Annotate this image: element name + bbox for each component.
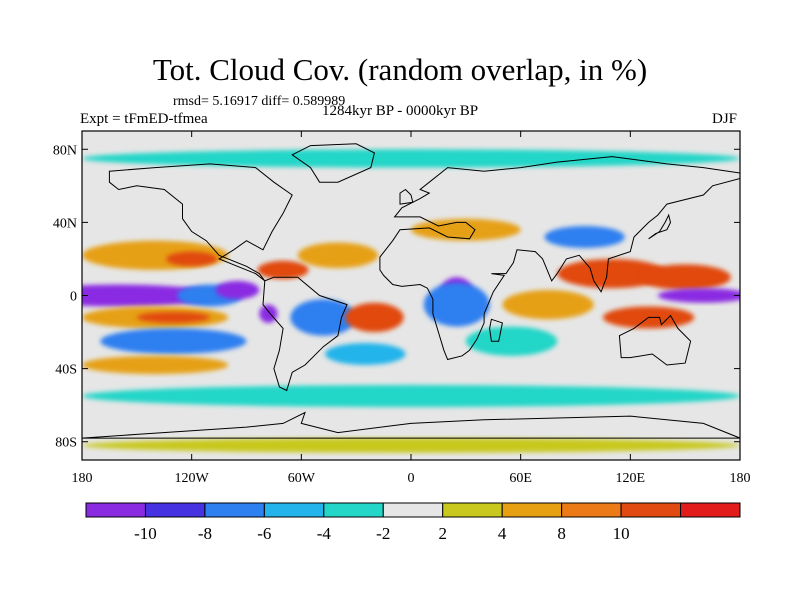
y-tick-label: 80N: [53, 143, 77, 158]
stats-text: rmsd= 5.16917 diff= 0.589989: [173, 94, 346, 109]
anomaly-region-asia-red: [557, 258, 667, 289]
anomaly-region-africa-blue: [423, 282, 490, 327]
colorbar-label: 10: [613, 524, 630, 543]
anomaly-region-n-atlantic-orange: [297, 242, 379, 269]
x-tick-label: 120W: [175, 471, 210, 486]
coastline-africa-eurasia: [379, 156, 740, 361]
anomaly-region-peru-negative: [259, 304, 278, 323]
anomaly-region-caribbean-red: [257, 260, 309, 280]
season-label: DJF: [712, 111, 738, 127]
coastline-australia: [618, 314, 692, 366]
coastline-antarctica: [82, 411, 740, 439]
colorbar-label: -10: [134, 524, 157, 543]
anomaly-region-s-ocean-teal: [82, 385, 740, 407]
anomaly-region-s-atlantic-red: [345, 302, 404, 333]
colorbar-swatch: [620, 502, 682, 518]
axis-ticks: 180 120W 60W 0 60E 120E 180 80N 40N 0 40S 80S: [53, 131, 751, 486]
anomaly-region-s-atlantic-blue: [325, 343, 406, 365]
anomaly-region-china-blue: [544, 226, 625, 248]
colorbar-swatch: [204, 502, 265, 518]
x-tick-label: 0: [408, 471, 415, 486]
y-tick-label: 0: [70, 290, 77, 305]
colorbar-swatch: [442, 502, 503, 518]
colorbar-label: -2: [376, 524, 390, 543]
coastline-japan: [648, 213, 672, 240]
anomaly-region-s-pacific-blue-band: [100, 328, 247, 354]
colorbar-swatch: [501, 502, 563, 518]
colorbar-label: 8: [557, 524, 566, 543]
x-tick-label: 180: [730, 471, 751, 486]
colorbar-swatch: [144, 502, 206, 518]
colorbar-label: 2: [438, 524, 447, 543]
y-tick-label: 40N: [53, 216, 77, 231]
colorbar-label: -6: [257, 524, 271, 543]
figure-title: Tot. Cloud Cov. (random overlap, in %): [152, 52, 648, 87]
anomaly-region-s-pacific-orange-band-2: [82, 355, 229, 375]
colorbar-swatch: [561, 502, 622, 518]
anomaly-region-antarctic-yellow: [82, 438, 740, 453]
colorbar-swatch: [263, 502, 325, 518]
anomaly-region-indian-ocean-orange: [502, 290, 594, 320]
anomaly-region-indian-ocean-teal: [465, 326, 558, 356]
anomaly-region-mideast-orange: [411, 218, 521, 241]
anomaly-field: [82, 149, 740, 453]
anomaly-region-n-pacific-red: [166, 251, 218, 267]
colorbar: -10 -8 -6 -4 -2 2 4 8 10: [85, 502, 741, 543]
coastline-south-america: [262, 276, 348, 392]
y-tick-label: 80S: [55, 436, 77, 451]
coastline-north-america: [108, 163, 293, 282]
colorbar-label: 4: [498, 524, 507, 543]
x-tick-label: 60E: [509, 471, 532, 486]
anomaly-region-arctic-teal: [82, 149, 740, 168]
colorbar-label: -8: [198, 524, 212, 543]
colorbar-swatch: [85, 502, 146, 518]
coastline-greenland: [291, 143, 375, 183]
anomaly-region-eq-pacific-purple: [215, 280, 260, 300]
coastline-uk: [399, 188, 414, 205]
anomaly-region-w-pacific-purple: [657, 288, 740, 303]
y-tick-label: 40S: [55, 363, 77, 378]
period-label: 1284kyr BP - 0000kyr BP: [322, 103, 479, 119]
x-tick-label: 180: [72, 471, 93, 486]
x-tick-label: 60W: [288, 471, 316, 486]
colorbar-swatch: [382, 502, 444, 518]
colorbar-swatch: [680, 502, 741, 518]
colorbar-swatch: [323, 502, 384, 518]
x-tick-label: 120E: [616, 471, 646, 486]
anomaly-region-w-pacific-red: [639, 264, 731, 291]
coastlines: [82, 143, 740, 439]
coastline-madagascar: [489, 318, 503, 342]
anomaly-region-s-pacific-red-band: [136, 311, 210, 323]
experiment-label: Expt = tFmED-tfmea: [80, 111, 208, 127]
colorbar-label: -4: [317, 524, 332, 543]
